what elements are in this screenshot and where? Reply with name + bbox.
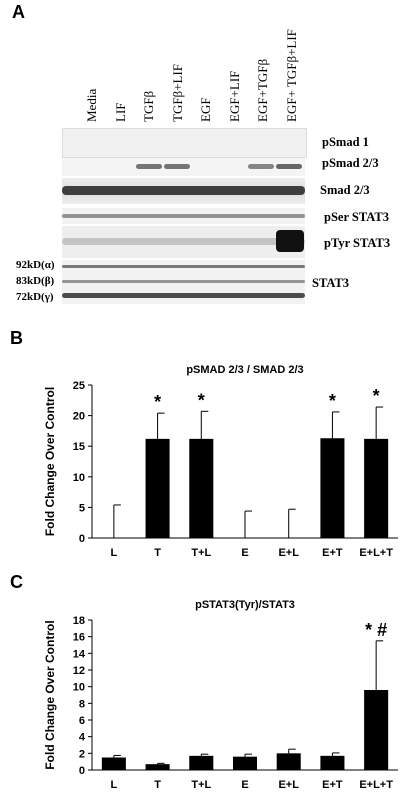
x-tick-label: T	[154, 779, 161, 791]
y-tick-label: 18	[73, 615, 85, 627]
y-tick-label: 10	[73, 472, 85, 484]
y-tick-label: 2	[79, 748, 85, 760]
label-stat3: STAT3	[312, 276, 350, 290]
y-tick-label: 16	[73, 632, 85, 644]
label-smad23: Smad 2/3	[320, 183, 370, 197]
bar	[232, 756, 258, 770]
y-tick-label: 10	[73, 682, 85, 694]
y-tick-label: 12	[73, 665, 85, 677]
y-tick-label: 0	[79, 765, 85, 777]
band	[276, 230, 304, 252]
y-axis-label: Fold Change Over Control	[43, 387, 57, 536]
blot-stat3	[62, 260, 305, 304]
blot-ptyr	[62, 226, 305, 258]
chart-b: pSMAD 2/3 / SMAD 2/3 Fold Change Over Con…	[43, 364, 398, 559]
panel-b-letter: B	[10, 328, 23, 348]
blot-pser	[62, 208, 305, 224]
bar	[145, 764, 170, 770]
band	[248, 164, 274, 169]
label-ptyr: pTyr STAT3	[324, 236, 391, 250]
mw-label-alpha: 92kD(α)	[16, 259, 55, 271]
significance-marker: *	[198, 390, 205, 410]
bar	[189, 438, 214, 538]
significance-marker: *	[373, 386, 380, 406]
blot-smad23	[62, 178, 305, 204]
x-tick-label: E	[241, 547, 248, 559]
significance-marker: *	[329, 391, 336, 411]
significance-marker: * #	[365, 620, 387, 640]
bar	[276, 753, 301, 770]
chart-c: pSTAT3(Tyr)/STAT3 Fold Change Over Contro…	[43, 599, 398, 791]
band	[164, 164, 190, 169]
lane-label: TGFβ+LIF	[169, 63, 185, 122]
panel-c-letter: C	[10, 572, 23, 592]
bar	[364, 438, 389, 538]
bar	[364, 690, 389, 770]
chart-title: pSTAT3(Tyr)/STAT3	[195, 599, 295, 611]
x-tick-label: E+L	[278, 779, 299, 791]
lane-label: Media	[84, 88, 99, 122]
blot-psmad23	[62, 158, 305, 176]
lane-label: EGF+LIF	[226, 70, 242, 122]
label-pser: pSer STAT3	[324, 210, 389, 224]
x-tick-label: E+T	[322, 547, 343, 559]
x-tick-label: L	[110, 779, 117, 791]
y-tick-label: 8	[79, 698, 85, 710]
band	[62, 238, 305, 245]
mw-label-beta: 83kD(β)	[16, 275, 55, 287]
panel-a-letter: A	[12, 2, 25, 22]
label-psmad23: pSmad 2/3	[322, 156, 379, 170]
lane-label: TGFβ	[141, 90, 156, 122]
band	[276, 164, 302, 169]
band	[62, 265, 305, 268]
band	[62, 186, 305, 195]
x-tick-label: E+T	[322, 779, 343, 791]
lane-label: EGF+TGFβ	[255, 58, 270, 122]
band	[62, 214, 305, 218]
y-tick-label: 25	[73, 380, 85, 392]
y-tick-label: 14	[73, 648, 86, 660]
lane-label: EGF+ TGFβ+LIF	[283, 29, 299, 122]
x-tick-label: T+L	[191, 779, 211, 791]
lane-label: LIF	[112, 102, 128, 123]
y-tick-label: 15	[73, 441, 85, 453]
y-axis-label: Fold Change Over Control	[43, 620, 57, 769]
blot-psmad1	[62, 128, 307, 158]
band	[136, 164, 162, 169]
x-tick-label: T+L	[191, 547, 211, 559]
x-tick-label: T	[154, 547, 161, 559]
y-tick-label: 5	[79, 502, 85, 514]
x-tick-label: E+L	[278, 547, 299, 559]
lane-label: EGF	[198, 97, 213, 122]
y-tick-label: 0	[79, 533, 85, 545]
bar	[189, 755, 214, 770]
x-tick-label: E+L+T	[359, 779, 393, 791]
bar	[320, 438, 345, 538]
y-tick-label: 20	[73, 411, 85, 423]
bar	[101, 757, 126, 770]
band	[62, 280, 305, 283]
x-tick-label: L	[110, 547, 117, 559]
chart-title: pSMAD 2/3 / SMAD 2/3	[186, 364, 303, 376]
band	[62, 293, 305, 298]
y-tick-label: 4	[79, 732, 86, 744]
mw-label-gamma: 72kD(γ)	[16, 291, 54, 303]
label-psmad1: pSmad 1	[322, 135, 369, 149]
bar	[145, 438, 170, 538]
bar	[320, 755, 345, 770]
y-tick-label: 6	[79, 715, 85, 727]
x-tick-label: E+L+T	[359, 547, 393, 559]
x-tick-label: E	[241, 779, 248, 791]
significance-marker: *	[154, 392, 161, 412]
